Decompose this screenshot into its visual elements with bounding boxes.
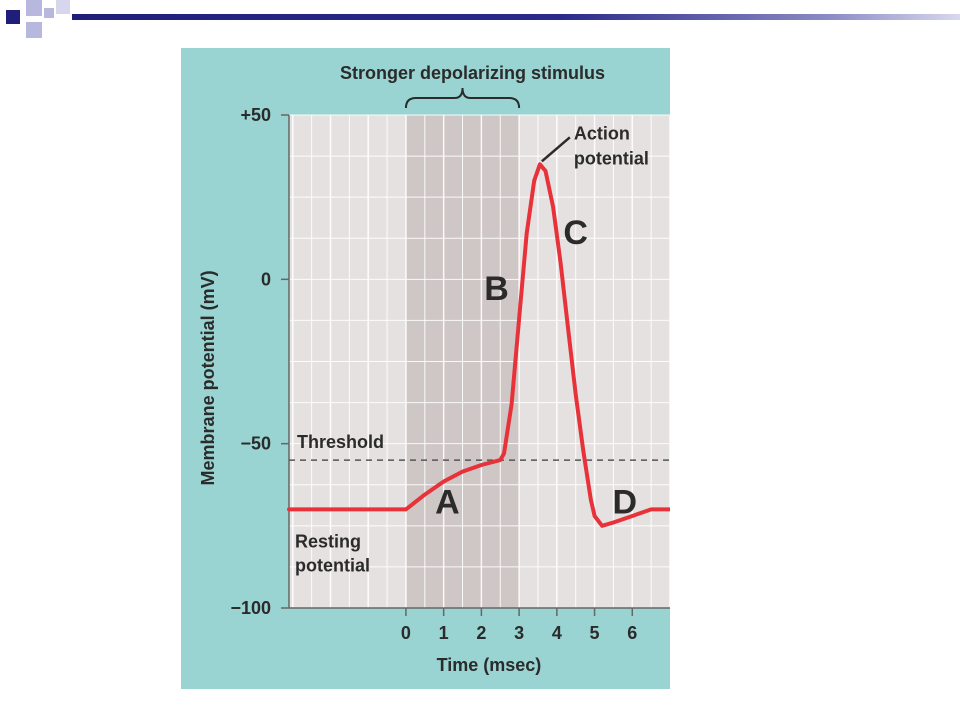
annotation-phase-d: D	[612, 484, 637, 522]
x-ticks: 0 1 2 3 4 5 6	[401, 608, 637, 643]
header-bar	[72, 14, 960, 20]
action-potential-chart: +50 0 −50 −100 0 1 2 3 4 5 6 Threshold Stronger d…	[198, 63, 670, 675]
x-tick-label: 0	[401, 623, 411, 643]
x-tick-label: 5	[590, 623, 600, 643]
annotations: Action potential Resting potential A B C D	[295, 123, 649, 575]
action-potential-leader	[541, 136, 571, 163]
annotation-phase-c: C	[563, 214, 588, 252]
stimulus-brace	[404, 87, 521, 109]
header-square	[26, 22, 42, 38]
axes	[288, 115, 670, 609]
figure-panel: +50 0 −50 −100 0 1 2 3 4 5 6 Threshold Stronger d…	[181, 48, 670, 689]
y-ticks: +50 0 −50 −100	[230, 105, 289, 618]
annotation-phase-b: B	[484, 270, 509, 308]
annotation-action-potential: Action potential	[574, 123, 649, 168]
stimulus-label: Stronger depolarizing stimulus	[340, 63, 605, 83]
y-axis-label: Membrane potential (mV)	[198, 270, 218, 485]
x-tick-label: 3	[514, 623, 524, 643]
x-tick-label: 6	[627, 623, 637, 643]
y-tick-label: −100	[230, 598, 271, 618]
y-tick-label: +50	[240, 105, 271, 125]
annotation-phase-a: A	[435, 484, 460, 522]
y-tick-label: 0	[261, 269, 271, 289]
header-square	[56, 0, 70, 14]
annotation-resting-potential: Resting potential	[295, 532, 370, 576]
x-tick-label: 2	[476, 623, 486, 643]
membrane-potential-trace	[287, 162, 670, 528]
y-tick-label: −50	[240, 434, 271, 454]
header-square	[26, 0, 42, 16]
grid	[289, 114, 670, 608]
header-square	[44, 8, 54, 18]
x-axis-label: Time (msec)	[437, 655, 542, 675]
threshold-label: Threshold	[297, 432, 384, 452]
x-tick-label: 4	[552, 623, 562, 643]
slide-header-decoration	[0, 0, 960, 48]
x-tick-label: 1	[439, 623, 449, 643]
header-square	[6, 10, 20, 24]
